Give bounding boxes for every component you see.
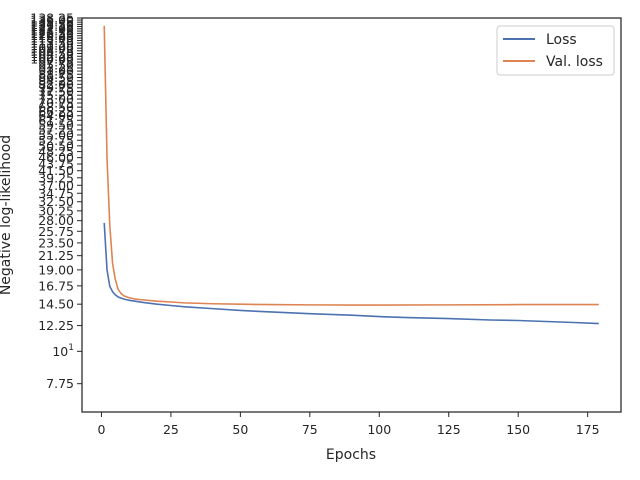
y-tick-label: 46.00 — [38, 150, 74, 165]
y-tick-label: 52.75 — [38, 133, 74, 148]
y-tick-label: 79.75 — [38, 80, 74, 95]
y-tick-label: 122.50 — [30, 26, 74, 41]
y-tick-label: 91.00 — [38, 64, 74, 79]
y-tick-label: 68.50 — [38, 100, 74, 115]
y-tick-label: 115.75 — [30, 33, 74, 48]
y-axis-label: Negative log-likelihood — [0, 135, 14, 295]
y-axis: 7.7510112.2514.5016.7519.0021.2523.5025.… — [30, 11, 82, 391]
series-line-val-loss — [103, 25, 599, 306]
x-tick-label: 25 — [163, 422, 179, 437]
plot-area — [103, 25, 599, 325]
y-tick-label: 28.00 — [38, 213, 74, 228]
y-tick-label: 43.75 — [38, 157, 74, 172]
y-tick-label: 106.75 — [30, 43, 74, 58]
y-tick-label: 14.50 — [38, 297, 74, 312]
y-tick-label: 138.25 — [30, 11, 74, 26]
y-tick-label: 102.25 — [30, 49, 74, 64]
y-tick-label: 109.00 — [30, 41, 74, 56]
y-tick-label: 111.25 — [30, 38, 74, 53]
y-tick-label: 136.00 — [30, 13, 74, 28]
x-tick-label: 0 — [97, 422, 105, 437]
y-tick-label: 39.25 — [38, 170, 74, 185]
y-tick-label: 34.75 — [38, 186, 74, 201]
y-tick-label: 41.50 — [38, 163, 74, 178]
y-tick-label: 84.25 — [38, 73, 74, 88]
x-tick-label: 100 — [367, 422, 391, 437]
y-tick-label: 77.50 — [38, 84, 74, 99]
y-tick-label: 61.75 — [38, 113, 74, 128]
y-tick-label: 16.75 — [38, 278, 74, 293]
y-tick-label: 25.75 — [38, 224, 74, 239]
y-tick-label: 50.50 — [38, 138, 74, 153]
y-tick-label: 12.25 — [38, 318, 74, 333]
x-tick-label: 50 — [232, 422, 248, 437]
y-tick-label: 21.25 — [38, 248, 74, 263]
x-axis: 0 25 50 75 100 125 150 175 — [97, 412, 600, 437]
y-tick-label: 37.00 — [38, 178, 74, 193]
y-tick-label: 100.00 — [30, 52, 74, 67]
y-tick-label: 23.50 — [38, 235, 74, 250]
y-tick-label: 64.00 — [38, 108, 74, 123]
y-tick-label: 104.50 — [30, 46, 74, 61]
x-tick-label: 125 — [437, 422, 461, 437]
series-line-loss — [103, 222, 599, 325]
y-tick-label: 7.75 — [46, 376, 74, 391]
legend: Loss Val. loss — [496, 25, 615, 76]
x-axis-label: Epochs — [326, 447, 376, 463]
y-tick-label: 127.00 — [30, 21, 74, 36]
y-tick-label: 129.25 — [30, 19, 74, 34]
y-tick-label: 30.25 — [38, 203, 74, 218]
y-tick-label: 59.50 — [38, 117, 74, 132]
y-tick-label: 88.75 — [38, 67, 74, 82]
y-tick-label: 93.25 — [38, 60, 74, 75]
x-tick-label: 150 — [506, 422, 530, 437]
legend-entry-loss: Loss — [546, 32, 577, 48]
x-tick-label: 175 — [576, 422, 600, 437]
y-tick-label: 66.25 — [38, 104, 74, 119]
y-tick-label: 97.75 — [38, 54, 74, 69]
y-tick-label: 131.50 — [30, 17, 74, 32]
y-tick-label: 118.00 — [30, 31, 74, 46]
y-tick-label: 75.25 — [38, 88, 74, 103]
y-tick-label: 124.75 — [30, 24, 74, 39]
y-tick-label: 48.25 — [38, 144, 74, 159]
x-tick-label: 75 — [302, 422, 318, 437]
y-tick-label: 57.25 — [38, 122, 74, 137]
y-tick-label: 133.75 — [30, 15, 74, 30]
y-tick-label: 32.50 — [38, 194, 74, 209]
legend-entry-val-loss: Val. loss — [546, 54, 603, 70]
y-tick-label: 95.50 — [38, 57, 74, 72]
y-tick-label: 82.00 — [38, 77, 74, 92]
y-tick-label: 120.25 — [30, 28, 74, 43]
y-tick-label: 86.50 — [38, 70, 74, 85]
axes-frame — [81, 17, 622, 413]
y-tick-label: 70.75 — [38, 96, 74, 111]
y-tick-label: 55.00 — [38, 127, 74, 142]
y-tick-label: 113.50 — [30, 36, 74, 51]
y-tick-label: 19.00 — [38, 262, 74, 277]
y-tick-label: 73.00 — [38, 92, 74, 107]
